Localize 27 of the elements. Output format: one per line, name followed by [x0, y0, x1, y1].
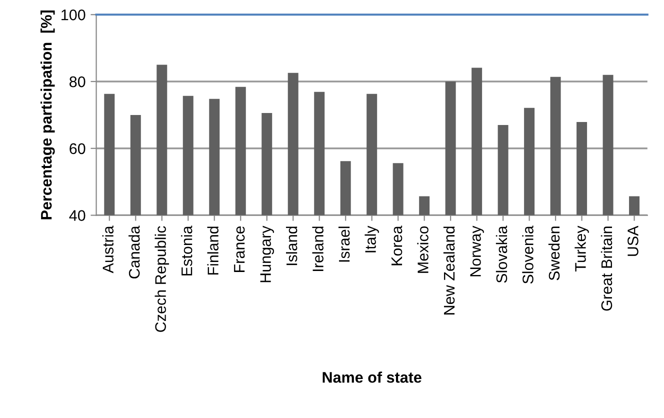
x-tick-label: Czech Republic [154, 226, 170, 332]
x-tick-label: Israel [338, 226, 350, 262]
x-tick-label: Mexico [417, 226, 428, 273]
x-tick-label: Island [286, 226, 298, 266]
x-tick-label: Turkey [574, 226, 589, 272]
x-tick-label: Canada [128, 226, 140, 278]
x-tick-label: Finland [207, 226, 218, 275]
y-axis-title: Percentage participation [%] [40, 10, 55, 220]
y-tick-label: 40 [69, 210, 86, 221]
x-tick-label: Great Britain [600, 226, 612, 311]
x-axis-title: Name of state [322, 372, 422, 383]
x-tick-label: Hungary [260, 226, 274, 282]
x-tick-label: Sweden [548, 226, 560, 280]
y-tick-label: 60 [70, 143, 86, 154]
x-tick-label: New Zealand [443, 226, 455, 314]
x-tick-label: Estonia [181, 226, 192, 276]
y-tick-label: 80 [70, 76, 86, 88]
x-tick-label: Korea [392, 226, 402, 266]
x-tick-label: France [234, 226, 245, 272]
x-tick-label: Slovenia [522, 226, 534, 284]
x-tick-label: Norway [470, 226, 484, 276]
x-tick-label: Austria [102, 226, 114, 274]
x-tick-label: USA [628, 226, 638, 256]
y-tick-label: 100 [62, 10, 86, 20]
x-tick-label: Italy [364, 226, 379, 252]
x-tick-label: Slovakia [496, 226, 508, 283]
x-tick-label: Ireland [312, 226, 324, 271]
